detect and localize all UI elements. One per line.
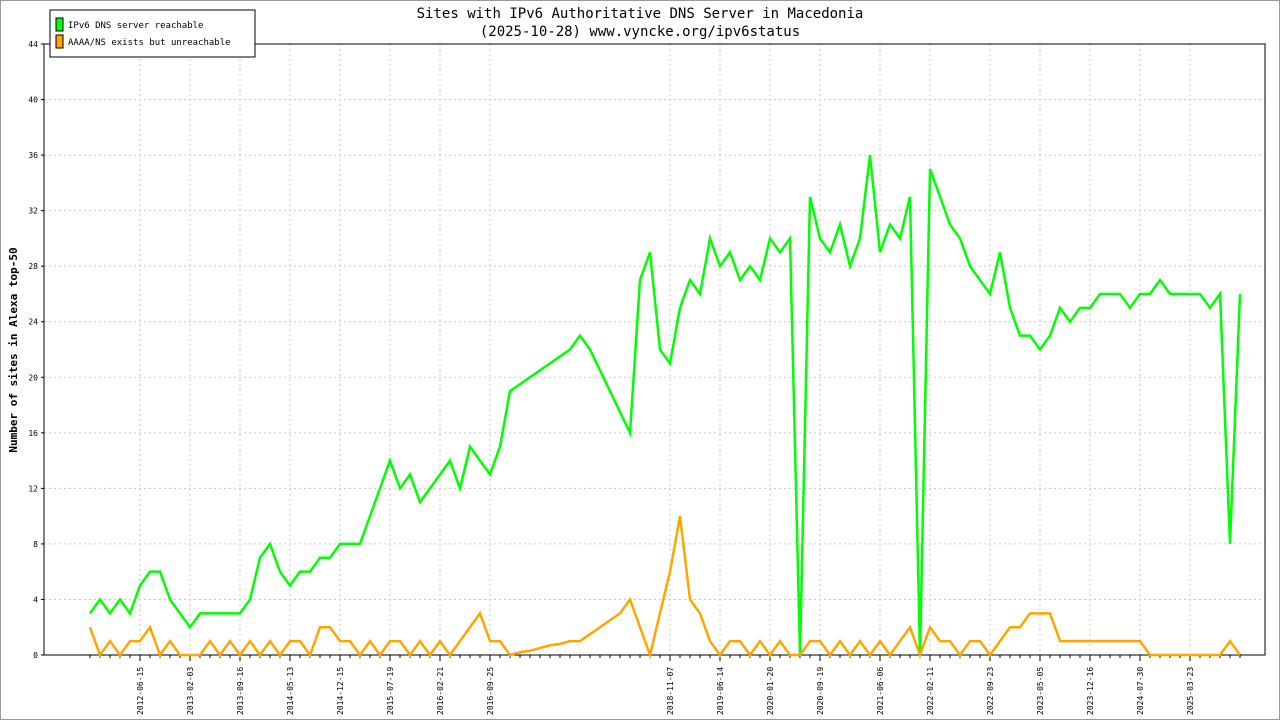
y-tick-label: 16 xyxy=(28,429,38,438)
y-tick-label: 40 xyxy=(28,96,38,105)
x-tick-label: 2024-07-30 xyxy=(1136,667,1145,715)
x-tick-label: 2025-03-23 xyxy=(1186,667,1195,715)
x-tick-label: 2019-06-14 xyxy=(716,667,725,715)
y-tick-label: 36 xyxy=(28,151,38,160)
x-tick-label: 2022-09-23 xyxy=(986,667,995,715)
x-tick-label: 2023-12-16 xyxy=(1086,667,1095,715)
legend: IPv6 DNS server reachable AAAA/NS exists … xyxy=(49,9,256,58)
x-tick-label: 2014-12-15 xyxy=(336,667,345,715)
x-tick-label: 2020-01-20 xyxy=(766,667,775,715)
plot-border xyxy=(43,43,1266,656)
x-tick-label: 2015-07-19 xyxy=(386,667,395,715)
x-tick-label: 2023-05-05 xyxy=(1036,667,1045,715)
x-tick-label: 2020-09-19 xyxy=(816,667,825,715)
legend-swatch xyxy=(55,17,64,32)
y-tick-label: 44 xyxy=(28,40,38,49)
y-axis-label: Number of sites in Alexa top-50 xyxy=(7,247,20,452)
x-tick-label: 2018-11-07 xyxy=(666,667,675,715)
x-tick-label: 2012-06-15 xyxy=(136,667,145,715)
legend-label: IPv6 DNS server reachable xyxy=(68,21,203,31)
chart-title: Sites with IPv6 Authoritative DNS Server… xyxy=(417,6,864,22)
y-tick-label: 20 xyxy=(28,373,38,382)
y-tick-label: 4 xyxy=(33,595,38,604)
x-tick-label: 2016-02-21 xyxy=(436,667,445,715)
y-tick-label: 28 xyxy=(28,262,38,271)
data-line xyxy=(88,154,1242,656)
x-tick-label: 2014-05-13 xyxy=(286,667,295,715)
legend-label: AAAA/NS exists but unreachable xyxy=(68,38,231,48)
data-line xyxy=(88,515,1242,660)
y-tick-label: 0 xyxy=(33,651,38,660)
y-tick-label: 12 xyxy=(28,484,38,493)
y-tick-label: 32 xyxy=(28,207,38,216)
legend-swatch xyxy=(55,34,64,49)
y-tick-label: 8 xyxy=(33,540,38,549)
y-tick-label: 24 xyxy=(28,318,38,327)
series-group xyxy=(88,154,1242,660)
legend-box xyxy=(49,9,256,58)
x-tick-label: 2013-02-03 xyxy=(186,667,195,715)
chart-subtitle: (2025-10-28) www.vyncke.org/ipv6status xyxy=(480,24,800,40)
x-tick-label: 2022-02-11 xyxy=(926,667,935,715)
x-tick-label: 2016-09-25 xyxy=(486,667,495,715)
x-tick-label: 2021-06-06 xyxy=(876,667,885,715)
x-tick-label: 2013-09-16 xyxy=(236,667,245,715)
